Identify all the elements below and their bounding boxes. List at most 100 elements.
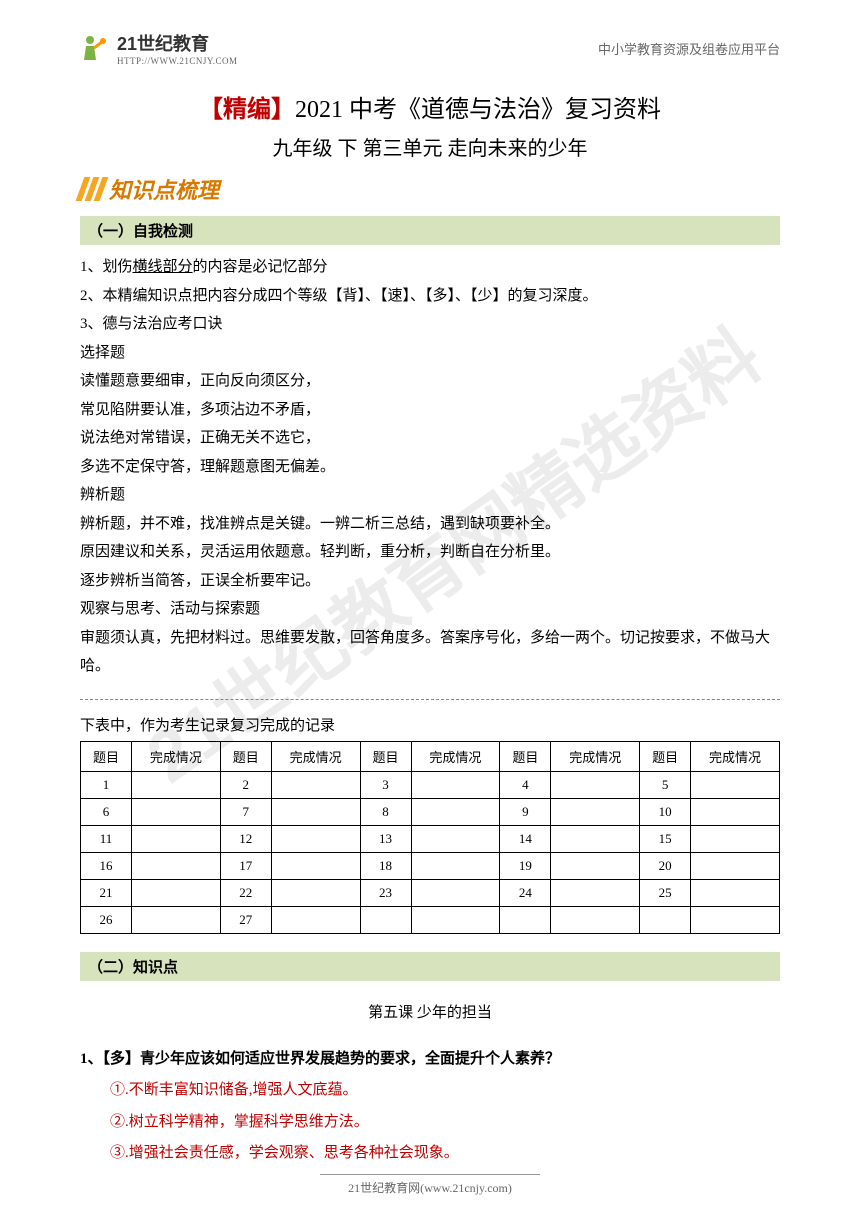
s1-l6: 常见陷阱要认准，多项沾边不矛盾， — [80, 396, 780, 425]
table-cell — [691, 825, 780, 852]
table-cell: 21 — [81, 879, 132, 906]
table-row: 11 12 13 14 15 — [81, 825, 780, 852]
table-cell — [411, 798, 500, 825]
table-header-cell: 完成情况 — [131, 741, 220, 771]
s1-l13: 观察与思考、活动与探索题 — [80, 595, 780, 624]
section2-header: （二）知识点 — [80, 952, 780, 981]
s1-line1: 1、划伤横线部分的内容是必记忆部分 — [80, 253, 780, 282]
s1-l14: 审题须认真，先把材料过。思维要发散，回答角度多。答案序号化，多给一两个。切记按要… — [80, 624, 780, 681]
table-cell: 9 — [500, 798, 551, 825]
table-header-cell: 题目 — [360, 741, 411, 771]
table-cell: 8 — [360, 798, 411, 825]
table-cell — [691, 906, 780, 933]
table-cell: 4 — [500, 771, 551, 798]
title-prefix: 【精编】 — [199, 97, 295, 123]
s1-l11: 原因建议和关系，灵活运用依题意。轻判断，重分析，判断自在分析里。 — [80, 538, 780, 567]
s1-l5: 读懂题意要细审，正向反向须区分， — [80, 367, 780, 396]
main-title: 【精编】2021 中考《道德与法治》复习资料 — [80, 89, 780, 124]
table-cell — [131, 906, 220, 933]
table-header-cell: 完成情况 — [691, 741, 780, 771]
answer-3: ③.增强社会责任感，学会观察、思考各种社会现象。 — [80, 1138, 780, 1170]
table-row: 6 7 8 9 10 — [81, 798, 780, 825]
table-cell: 17 — [220, 852, 271, 879]
table-cell: 22 — [220, 879, 271, 906]
table-cell — [271, 906, 360, 933]
table-cell — [691, 798, 780, 825]
table-cell: 6 — [81, 798, 132, 825]
table-cell — [551, 879, 640, 906]
logo: 21世纪教育 HTTP://WWW.21CNJY.COM — [80, 30, 238, 66]
page-footer: 21世纪教育网(www.21cnjy.com) — [0, 1174, 860, 1196]
table-cell: 13 — [360, 825, 411, 852]
logo-url: HTTP://WWW.21CNJY.COM — [117, 56, 238, 66]
table-cell: 12 — [220, 825, 271, 852]
table-cell: 3 — [360, 771, 411, 798]
header-right-text: 中小学教育资源及组卷应用平台 — [598, 39, 780, 58]
table-intro: 下表中，作为考生记录复习完成的记录 — [80, 714, 780, 735]
table-cell: 23 — [360, 879, 411, 906]
table-cell — [411, 771, 500, 798]
table-cell — [691, 879, 780, 906]
table-row: 1 2 3 4 5 — [81, 771, 780, 798]
table-cell — [551, 906, 640, 933]
table-cell — [411, 879, 500, 906]
s1-l8: 多选不定保守答，理解题意图无偏差。 — [80, 453, 780, 482]
table-cell — [131, 879, 220, 906]
s1-l12: 逐步辨析当简答，正误全析要牢记。 — [80, 567, 780, 596]
table-cell: 16 — [81, 852, 132, 879]
table-cell: 11 — [81, 825, 132, 852]
table-header-cell: 完成情况 — [411, 741, 500, 771]
s1-line2: 2、本精编知识点把内容分成四个等级【背】、【速】、【多】、【少】的复习深度。 — [80, 282, 780, 311]
s1-l9: 辨析题 — [80, 481, 780, 510]
table-cell: 18 — [360, 852, 411, 879]
table-cell — [131, 825, 220, 852]
table-cell — [271, 825, 360, 852]
subtitle: 九年级 下 第三单元 走向未来的少年 — [80, 132, 780, 161]
table-cell: 26 — [81, 906, 132, 933]
table-cell: 27 — [220, 906, 271, 933]
table-cell — [551, 852, 640, 879]
logo-icon — [80, 32, 112, 64]
logo-text: 21世纪教育 — [117, 30, 238, 56]
table-cell: 24 — [500, 879, 551, 906]
table-cell: 15 — [640, 825, 691, 852]
table-header-cell: 完成情况 — [271, 741, 360, 771]
table-row: 26 27 — [81, 906, 780, 933]
table-cell — [271, 879, 360, 906]
s1-l4: 选择题 — [80, 339, 780, 368]
table-cell: 7 — [220, 798, 271, 825]
table-cell: 2 — [220, 771, 271, 798]
table-cell — [271, 852, 360, 879]
table-header-cell: 题目 — [220, 741, 271, 771]
table-row: 1617181920 — [81, 852, 780, 879]
table-header-cell: 题目 — [81, 741, 132, 771]
table-cell — [360, 906, 411, 933]
dashed-divider — [80, 699, 780, 700]
table-cell: 19 — [500, 852, 551, 879]
table-cell — [271, 771, 360, 798]
answer-2: ②.树立科学精神，掌握科学思维方法。 — [80, 1107, 780, 1139]
section1-header: （一）自我检测 — [80, 216, 780, 245]
lesson-title: 第五课 少年的担当 — [80, 1001, 780, 1022]
banner-text: 知识点梳理 — [109, 173, 219, 205]
table-cell: 1 — [81, 771, 132, 798]
page-header: 21世纪教育 HTTP://WWW.21CNJY.COM 中小学教育资源及组卷应… — [80, 30, 780, 74]
table-cell: 5 — [640, 771, 691, 798]
table-cell — [640, 906, 691, 933]
s1-line3: 3、德与法治应考口诀 — [80, 310, 780, 339]
table-cell — [551, 825, 640, 852]
s1-l7: 说法绝对常错误，正确无关不选它， — [80, 424, 780, 453]
table-cell — [131, 852, 220, 879]
table-header-cell: 题目 — [500, 741, 551, 771]
table-cell — [691, 771, 780, 798]
knowledge-banner: 知识点梳理 — [80, 173, 780, 206]
section1-body: 1、划伤横线部分的内容是必记忆部分 2、本精编知识点把内容分成四个等级【背】、【… — [80, 253, 780, 681]
table-cell: 10 — [640, 798, 691, 825]
table-cell — [500, 906, 551, 933]
table-header-cell: 完成情况 — [551, 741, 640, 771]
table-cell — [551, 798, 640, 825]
table-cell — [411, 852, 500, 879]
table-cell — [411, 825, 500, 852]
table-cell: 14 — [500, 825, 551, 852]
question-title: 1、【多】青少年应该如何适应世界发展趋势的要求，全面提升个人素养？ — [80, 1044, 780, 1076]
